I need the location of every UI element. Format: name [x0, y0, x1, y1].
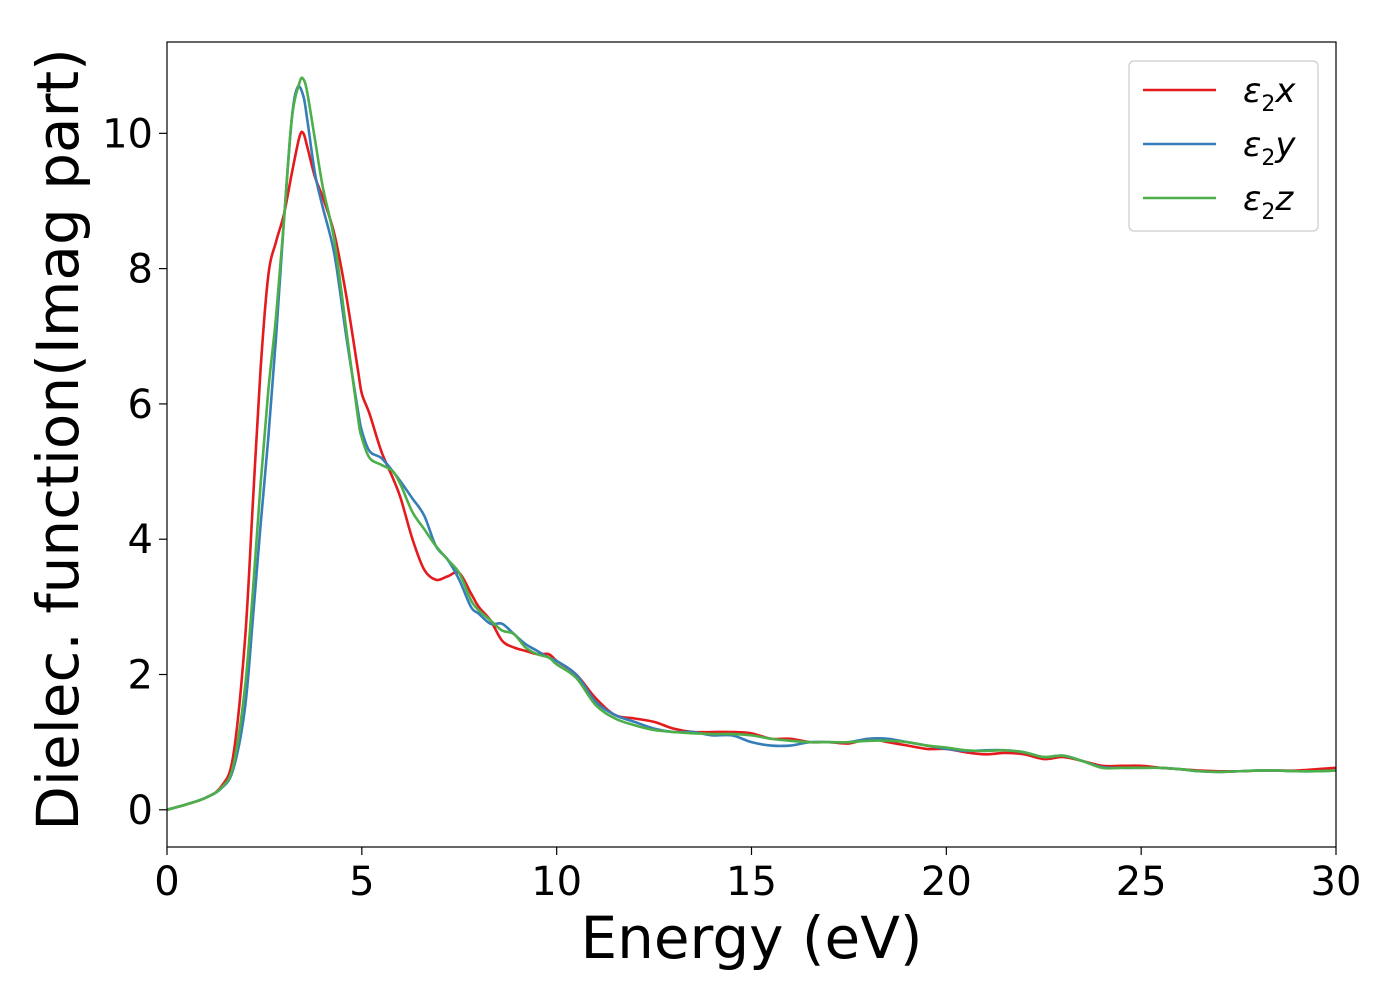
legend-label: ε2z: [1243, 179, 1294, 225]
x-tick-label: 5: [349, 859, 374, 905]
x-tick-label: 15: [726, 859, 777, 905]
legend-label-tail: x: [1274, 71, 1296, 111]
legend-label-main: ε: [1243, 71, 1261, 111]
legend-label-sub: 2: [1261, 146, 1275, 171]
y-tick-label: 8: [128, 247, 153, 293]
legend-label-main: ε: [1243, 125, 1261, 165]
series-layer: [167, 76, 1336, 812]
y-axis-ticks: 0 2 4 6 8 10: [102, 111, 167, 834]
x-tick-label: 30: [1311, 859, 1362, 905]
y-tick-label: 6: [128, 382, 153, 428]
series-line-z: [167, 76, 1336, 812]
legend-label-main: ε: [1243, 179, 1261, 219]
legend-label-tail: z: [1274, 179, 1294, 219]
y-tick-label: 4: [128, 517, 153, 563]
x-axis-label: Energy (eV): [580, 904, 922, 972]
x-tick-label: 25: [1116, 859, 1167, 905]
x-axis-ticks: 0 5 10 15 20 25 30: [154, 847, 1361, 905]
x-tick-label: 20: [921, 859, 972, 905]
x-tick-label: 0: [154, 859, 179, 905]
y-tick-label: 10: [102, 111, 153, 157]
y-axis-label: Dielec. function(Imag part): [24, 48, 92, 831]
y-tick-label: 0: [128, 788, 153, 834]
legend-label: ε2x: [1243, 71, 1296, 117]
y-tick-label: 2: [128, 653, 153, 699]
legend-label-tail: y: [1274, 125, 1296, 165]
legend-box: [1128, 60, 1319, 232]
x-tick-label: 10: [531, 859, 582, 905]
legend-label: ε2y: [1243, 125, 1296, 171]
legend-label-sub: 2: [1261, 200, 1275, 225]
legend-label-sub: 2: [1261, 92, 1275, 117]
